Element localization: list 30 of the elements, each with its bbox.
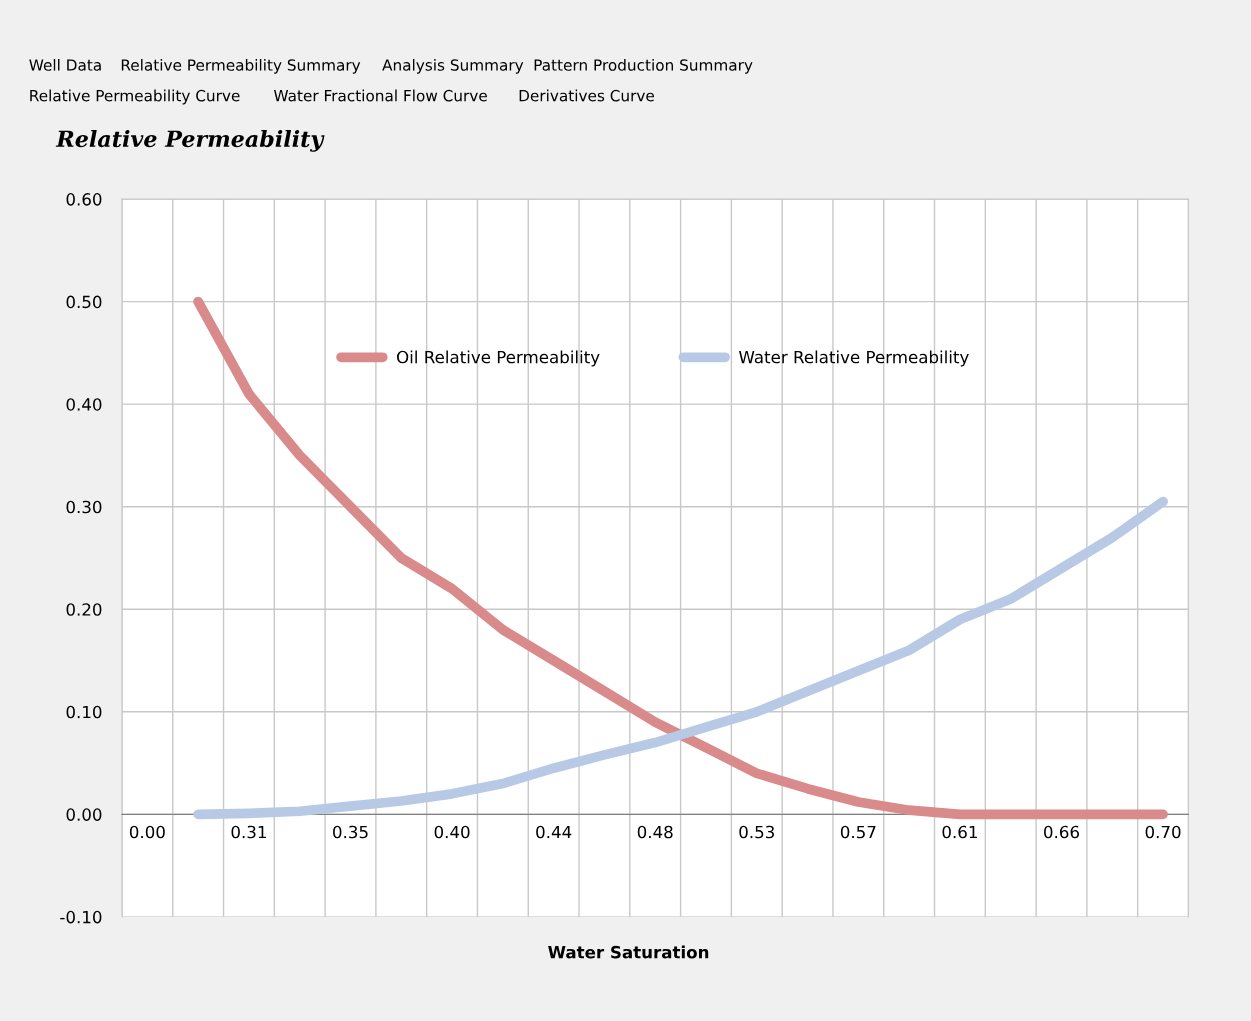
x-tick-label: 0.35 bbox=[333, 825, 368, 839]
text: Relative Permeability Curve bbox=[30, 89, 240, 105]
y-tick-label: 0.50 bbox=[66, 295, 102, 309]
x-tick-label: 0.40 bbox=[434, 825, 470, 839]
y-tick-label: 0.00 bbox=[66, 808, 102, 821]
text: Well Data bbox=[29, 58, 101, 71]
y-tick-label: 0.20 bbox=[66, 603, 102, 616]
x-tick-label: 0.31 bbox=[231, 825, 266, 839]
y-tick-label: -0.10 bbox=[60, 910, 102, 924]
text: Analysis Summary bbox=[382, 58, 524, 74]
x-tick-label: 0.48 bbox=[637, 825, 673, 839]
x-axis-title: Water Saturation bbox=[548, 945, 709, 959]
y-tick-label: 0.30 bbox=[66, 500, 102, 514]
x-tick-label: 0.66 bbox=[1044, 825, 1079, 839]
text: Derivatives Curve bbox=[519, 89, 655, 102]
text: Water Fractional Flow Curve bbox=[273, 89, 487, 102]
y-tick-label: 0.60 bbox=[66, 193, 102, 206]
x-tick-label: 0.00 bbox=[129, 825, 165, 839]
text: Pattern Production Summary bbox=[534, 58, 753, 74]
x-tick-label: 0.53 bbox=[739, 825, 774, 839]
x-tick-label: 0.70 bbox=[1145, 825, 1181, 839]
text: Relative Permeability Summary bbox=[121, 58, 361, 74]
y-tick-label: 0.10 bbox=[66, 705, 102, 719]
legend-label: Water Relative Permeability bbox=[738, 350, 969, 367]
x-tick-label: 0.57 bbox=[840, 825, 876, 839]
y-tick-label: 0.40 bbox=[66, 398, 102, 411]
x-tick-label: 0.44 bbox=[536, 825, 572, 839]
chart-title: Relative Permeability bbox=[55, 129, 325, 152]
legend-label: Oil Relative Permeability bbox=[397, 350, 600, 367]
x-tick-label: 0.61 bbox=[942, 825, 977, 839]
